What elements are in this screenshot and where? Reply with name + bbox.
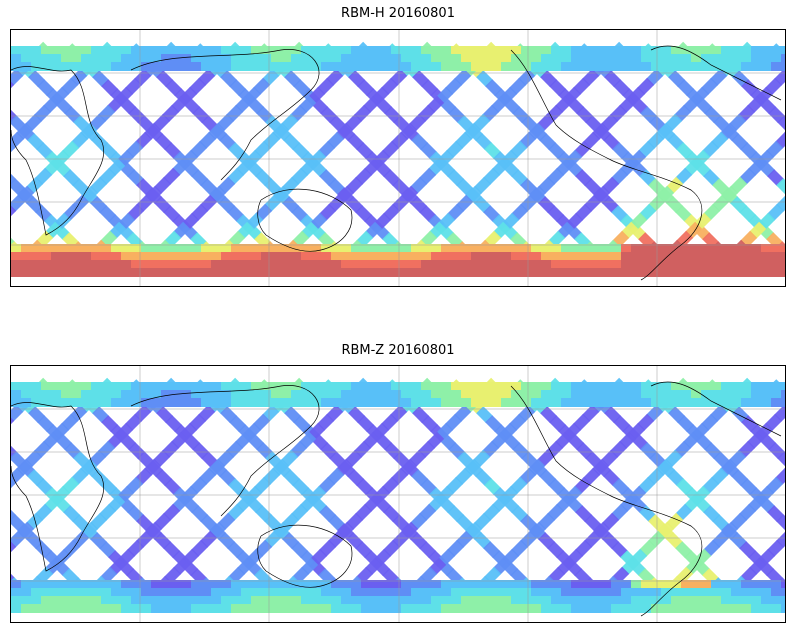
panel-title-rbm-h: RBM-H 20160801	[341, 6, 455, 21]
coastlines	[11, 45, 782, 281]
panel-title-rbm-z: RBM-Z 20160801	[341, 343, 455, 358]
coastlines	[11, 381, 782, 617]
swath-pattern	[11, 377, 785, 613]
map-panel-rbm-z	[10, 365, 786, 623]
swath-pattern	[11, 41, 785, 277]
map-panel-rbm-h	[10, 29, 786, 287]
graticule	[11, 30, 785, 286]
swath-map-rbm-h	[11, 30, 785, 286]
graticule	[11, 366, 785, 622]
swath-map-rbm-z	[11, 366, 785, 622]
